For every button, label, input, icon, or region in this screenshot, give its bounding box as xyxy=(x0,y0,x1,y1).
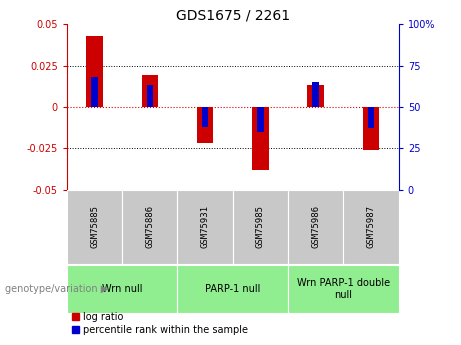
Bar xyxy=(343,190,399,264)
Bar xyxy=(177,265,288,313)
Text: GSM75987: GSM75987 xyxy=(366,205,376,248)
Text: GSM75886: GSM75886 xyxy=(145,205,154,248)
Bar xyxy=(177,190,233,264)
Bar xyxy=(288,265,399,313)
Bar xyxy=(197,107,213,144)
Text: PARP-1 null: PARP-1 null xyxy=(205,284,260,294)
Bar xyxy=(363,107,379,150)
Bar xyxy=(368,107,374,128)
Text: genotype/variation ▶: genotype/variation ▶ xyxy=(5,284,108,294)
Bar xyxy=(122,190,177,264)
Bar xyxy=(233,190,288,264)
Bar xyxy=(142,76,158,107)
Bar xyxy=(91,77,98,107)
Bar xyxy=(313,82,319,107)
Bar xyxy=(257,107,264,132)
Text: Wrn null: Wrn null xyxy=(102,284,142,294)
Text: GSM75931: GSM75931 xyxy=(201,205,210,248)
Text: GSM75985: GSM75985 xyxy=(256,205,265,248)
Bar xyxy=(67,265,177,313)
Text: Wrn PARP-1 double
null: Wrn PARP-1 double null xyxy=(297,278,390,300)
Legend: log ratio, percentile rank within the sample: log ratio, percentile rank within the sa… xyxy=(72,312,248,335)
Bar xyxy=(86,36,103,107)
Bar xyxy=(307,86,324,107)
Bar xyxy=(147,86,153,107)
Text: GSM75986: GSM75986 xyxy=(311,205,320,248)
Bar xyxy=(252,107,269,170)
Title: GDS1675 / 2261: GDS1675 / 2261 xyxy=(176,9,290,23)
Bar xyxy=(288,190,343,264)
Bar xyxy=(67,190,122,264)
Text: GSM75885: GSM75885 xyxy=(90,205,99,248)
Bar xyxy=(202,107,208,127)
